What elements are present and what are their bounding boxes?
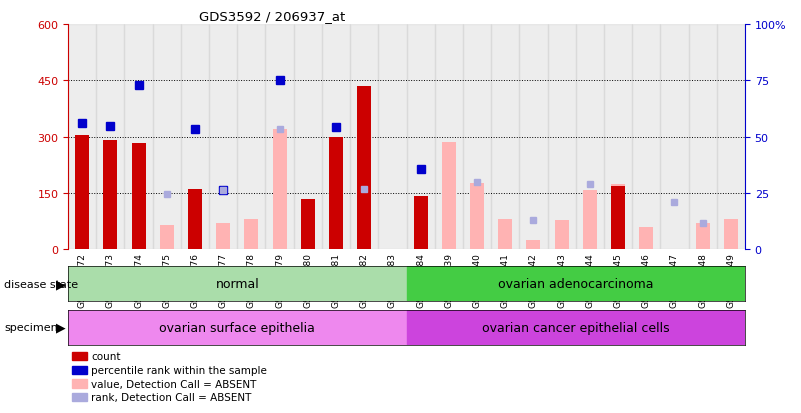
Bar [103, 141, 118, 250]
Bar [491, 25, 519, 250]
Text: normal: normal [215, 278, 260, 290]
Bar [216, 223, 230, 250]
Bar [294, 25, 322, 250]
Text: disease state: disease state [4, 279, 78, 289]
Bar [632, 25, 660, 250]
Bar [244, 220, 259, 250]
Bar [406, 266, 745, 301]
Bar [237, 25, 265, 250]
Bar [526, 240, 541, 250]
Bar [75, 135, 89, 250]
Bar [322, 25, 350, 250]
Bar [272, 130, 287, 250]
Text: ▶: ▶ [56, 321, 66, 334]
Bar [378, 25, 406, 250]
Bar [604, 25, 632, 250]
Bar [470, 183, 484, 250]
Bar [576, 25, 604, 250]
Bar [406, 25, 435, 250]
Bar [329, 137, 343, 250]
Bar [463, 25, 491, 250]
Bar [300, 199, 315, 250]
Bar [695, 223, 710, 250]
Bar [209, 25, 237, 250]
Bar [159, 225, 174, 250]
Bar [357, 87, 371, 250]
Bar [660, 25, 689, 250]
Text: specimen: specimen [4, 323, 58, 332]
Text: ovarian surface epithelia: ovarian surface epithelia [159, 321, 316, 334]
Bar [498, 220, 513, 250]
Bar [442, 143, 456, 250]
Bar [357, 223, 371, 250]
Bar [724, 220, 738, 250]
Text: GDS3592 / 206937_at: GDS3592 / 206937_at [199, 10, 345, 23]
Text: percentile rank within the sample: percentile rank within the sample [91, 365, 268, 375]
Text: rank, Detection Call = ABSENT: rank, Detection Call = ABSENT [91, 392, 252, 402]
Text: ovarian adenocarcinoma: ovarian adenocarcinoma [498, 278, 654, 290]
Bar [554, 221, 569, 250]
Bar [153, 25, 181, 250]
Bar [68, 266, 406, 301]
Bar [96, 25, 124, 250]
Bar [131, 144, 146, 250]
Bar [188, 190, 202, 250]
Bar [413, 196, 428, 250]
Bar [181, 25, 209, 250]
Bar [350, 25, 378, 250]
Bar [68, 25, 96, 250]
Bar [583, 190, 597, 250]
Text: count: count [91, 351, 121, 361]
Text: value, Detection Call = ABSENT: value, Detection Call = ABSENT [91, 379, 256, 389]
Bar [611, 186, 625, 250]
Bar [639, 227, 654, 250]
Bar [519, 25, 548, 250]
Bar [68, 310, 406, 345]
Text: ▶: ▶ [56, 278, 66, 291]
Bar [124, 25, 153, 250]
Bar [265, 25, 294, 250]
Bar [548, 25, 576, 250]
Bar [717, 25, 745, 250]
Text: ovarian cancer epithelial cells: ovarian cancer epithelial cells [482, 321, 670, 334]
Bar [689, 25, 717, 250]
Bar [435, 25, 463, 250]
Bar [406, 310, 745, 345]
Bar [611, 184, 625, 250]
